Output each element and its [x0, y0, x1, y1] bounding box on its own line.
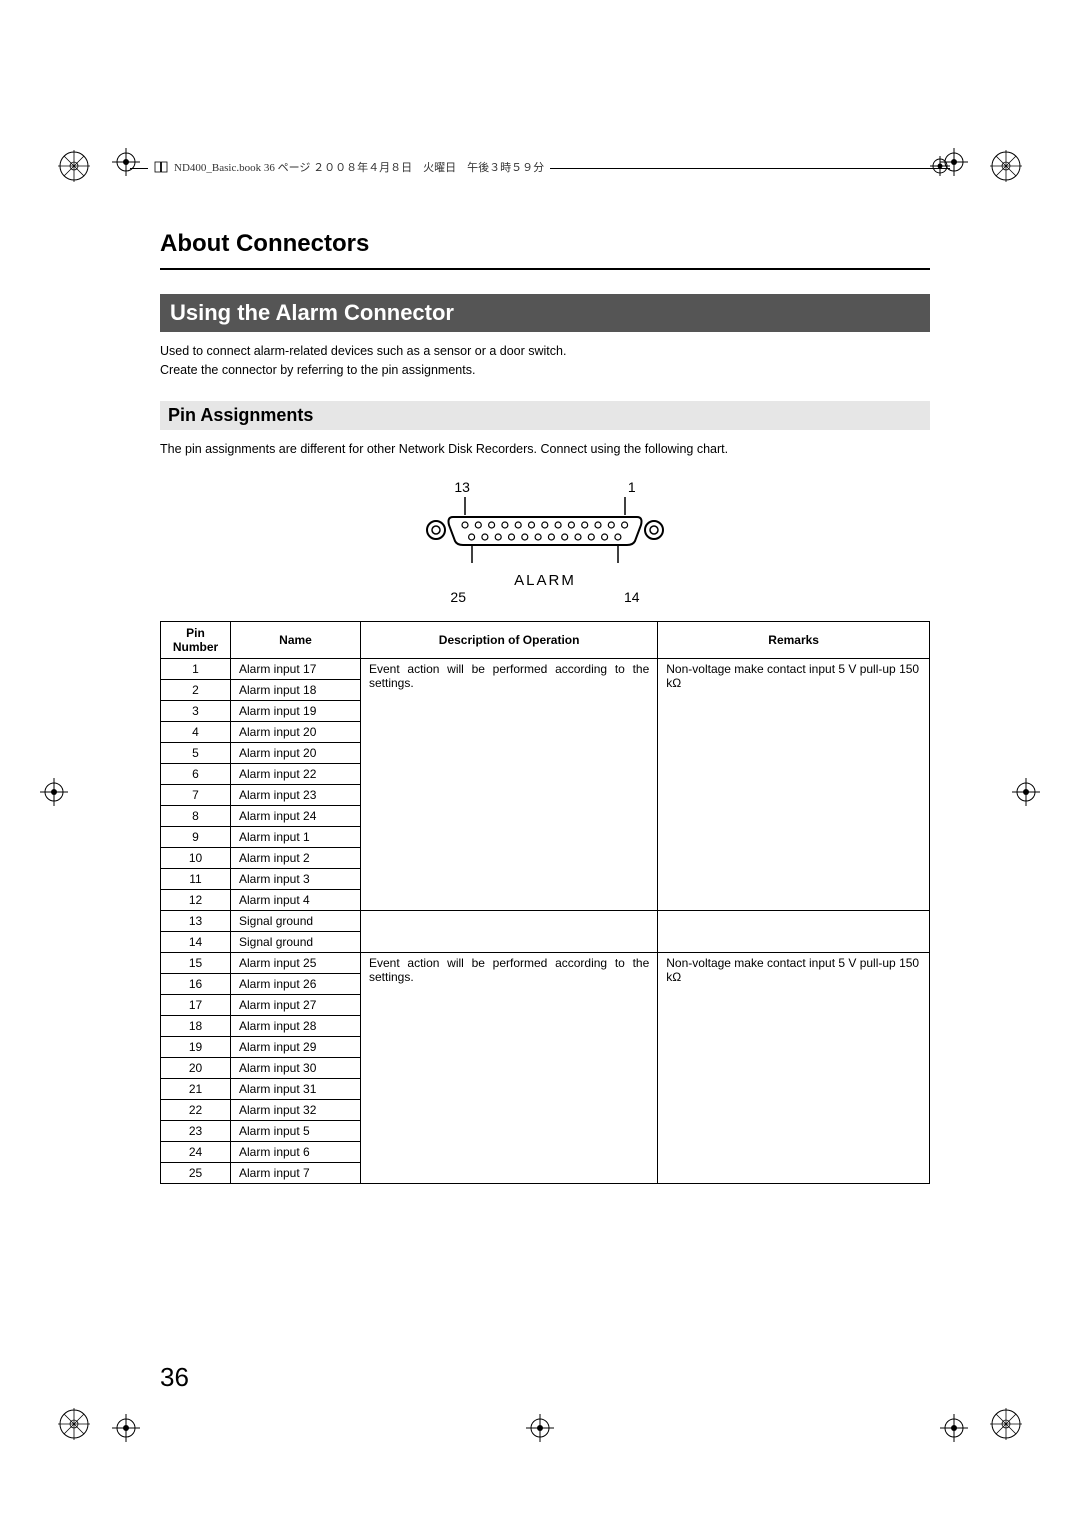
register-mark-icon — [930, 156, 950, 176]
pin-assignment-table: Pin Number Name Description of Operation… — [160, 621, 930, 1184]
cell-pin: 2 — [161, 680, 231, 701]
cell-pin: 19 — [161, 1037, 231, 1058]
cell-pin: 21 — [161, 1079, 231, 1100]
cell-name: Alarm input 5 — [231, 1121, 361, 1142]
cell-pin: 5 — [161, 743, 231, 764]
cell-name: Alarm input 2 — [231, 848, 361, 869]
cell-name: Alarm input 6 — [231, 1142, 361, 1163]
intro-line: Create the connector by referring to the… — [160, 363, 475, 377]
cell-pin: 12 — [161, 890, 231, 911]
cell-pin: 1 — [161, 659, 231, 680]
cell-name: Signal ground — [231, 911, 361, 932]
cell-pin: 4 — [161, 722, 231, 743]
cell-pin: 3 — [161, 701, 231, 722]
cell-name: Alarm input 31 — [231, 1079, 361, 1100]
cell-name: Alarm input 22 — [231, 764, 361, 785]
register-mark-icon — [940, 1414, 968, 1442]
crop-mark-icon — [988, 1406, 1024, 1442]
cell-pin: 22 — [161, 1100, 231, 1121]
cell-pin: 24 — [161, 1142, 231, 1163]
connector-diagram: 13 1 ALARM 25 14 — [160, 479, 930, 605]
cell-pin: 13 — [161, 911, 231, 932]
cell-pin: 6 — [161, 764, 231, 785]
crop-mark-icon — [988, 148, 1024, 184]
cell-name: Alarm input 24 — [231, 806, 361, 827]
cell-pin: 9 — [161, 827, 231, 848]
crop-mark-icon — [56, 1406, 92, 1442]
cell-name: Alarm input 18 — [231, 680, 361, 701]
doc-header-text: ND400_Basic.book 36 ページ ２００８年４月８日 火曜日 午後… — [174, 159, 544, 175]
cell-name: Alarm input 20 — [231, 722, 361, 743]
cell-name: Alarm input 25 — [231, 953, 361, 974]
pin-label-top-right: 1 — [628, 479, 636, 495]
pin-label-bottom-right: 14 — [624, 589, 640, 605]
register-mark-icon — [40, 778, 68, 806]
cell-pin: 17 — [161, 995, 231, 1016]
cell-name: Alarm input 7 — [231, 1163, 361, 1184]
table-row: 1Alarm input 17Event action will be perf… — [161, 659, 930, 680]
cell-remarks: Non-voltage make contact input 5 V pull-… — [658, 953, 930, 1184]
cell-name: Alarm input 1 — [231, 827, 361, 848]
cell-name: Alarm input 27 — [231, 995, 361, 1016]
page-content: About Connectors Using the Alarm Connect… — [160, 230, 930, 1184]
intro-line: Used to connect alarm-related devices su… — [160, 344, 566, 358]
col-desc: Description of Operation — [361, 622, 658, 659]
register-mark-icon — [112, 1414, 140, 1442]
col-remarks: Remarks — [658, 622, 930, 659]
cell-name: Alarm input 3 — [231, 869, 361, 890]
cell-remarks — [658, 911, 930, 953]
pin-label-top-left: 13 — [454, 479, 470, 495]
cell-desc — [361, 911, 658, 953]
cell-pin: 20 — [161, 1058, 231, 1079]
cell-pin: 7 — [161, 785, 231, 806]
doc-header-rule: ND400_Basic.book 36 ページ ２００８年４月８日 火曜日 午後… — [130, 168, 950, 188]
cell-pin: 14 — [161, 932, 231, 953]
cell-name: Signal ground — [231, 932, 361, 953]
cell-name: Alarm input 26 — [231, 974, 361, 995]
cell-name: Alarm input 20 — [231, 743, 361, 764]
cell-desc: Event action will be performed according… — [361, 659, 658, 911]
register-mark-icon — [1012, 778, 1040, 806]
cell-pin: 25 — [161, 1163, 231, 1184]
table-row: 15Alarm input 25Event action will be per… — [161, 953, 930, 974]
subheading: Pin Assignments — [160, 401, 930, 430]
cell-pin: 11 — [161, 869, 231, 890]
pins-note: The pin assignments are different for ot… — [160, 440, 930, 459]
doc-header: ND400_Basic.book 36 ページ ２００８年４月８日 火曜日 午後… — [148, 159, 550, 175]
cell-desc: Event action will be performed according… — [361, 953, 658, 1184]
cell-name: Alarm input 19 — [231, 701, 361, 722]
cell-pin: 15 — [161, 953, 231, 974]
cell-pin: 10 — [161, 848, 231, 869]
cell-name: Alarm input 32 — [231, 1100, 361, 1121]
page-title: About Connectors — [160, 230, 930, 258]
crop-mark-icon — [56, 148, 92, 184]
section-heading: Using the Alarm Connector — [160, 294, 930, 332]
cell-pin: 18 — [161, 1016, 231, 1037]
page-number: 36 — [160, 1362, 189, 1393]
cell-name: Alarm input 4 — [231, 890, 361, 911]
connector-label: ALARM — [160, 572, 930, 589]
cell-pin: 8 — [161, 806, 231, 827]
cell-name: Alarm input 29 — [231, 1037, 361, 1058]
cell-name: Alarm input 17 — [231, 659, 361, 680]
register-mark-icon — [526, 1414, 554, 1442]
col-name: Name — [231, 622, 361, 659]
cell-name: Alarm input 23 — [231, 785, 361, 806]
cell-remarks: Non-voltage make contact input 5 V pull-… — [658, 659, 930, 911]
title-rule — [160, 268, 930, 270]
cell-name: Alarm input 28 — [231, 1016, 361, 1037]
intro-text: Used to connect alarm-related devices su… — [160, 342, 930, 381]
db25-connector-icon — [420, 497, 670, 563]
cell-pin: 23 — [161, 1121, 231, 1142]
cell-name: Alarm input 30 — [231, 1058, 361, 1079]
book-icon — [154, 160, 168, 174]
table-row: 13Signal ground — [161, 911, 930, 932]
col-pin: Pin Number — [161, 622, 231, 659]
cell-pin: 16 — [161, 974, 231, 995]
pin-label-bottom-left: 25 — [450, 589, 466, 605]
